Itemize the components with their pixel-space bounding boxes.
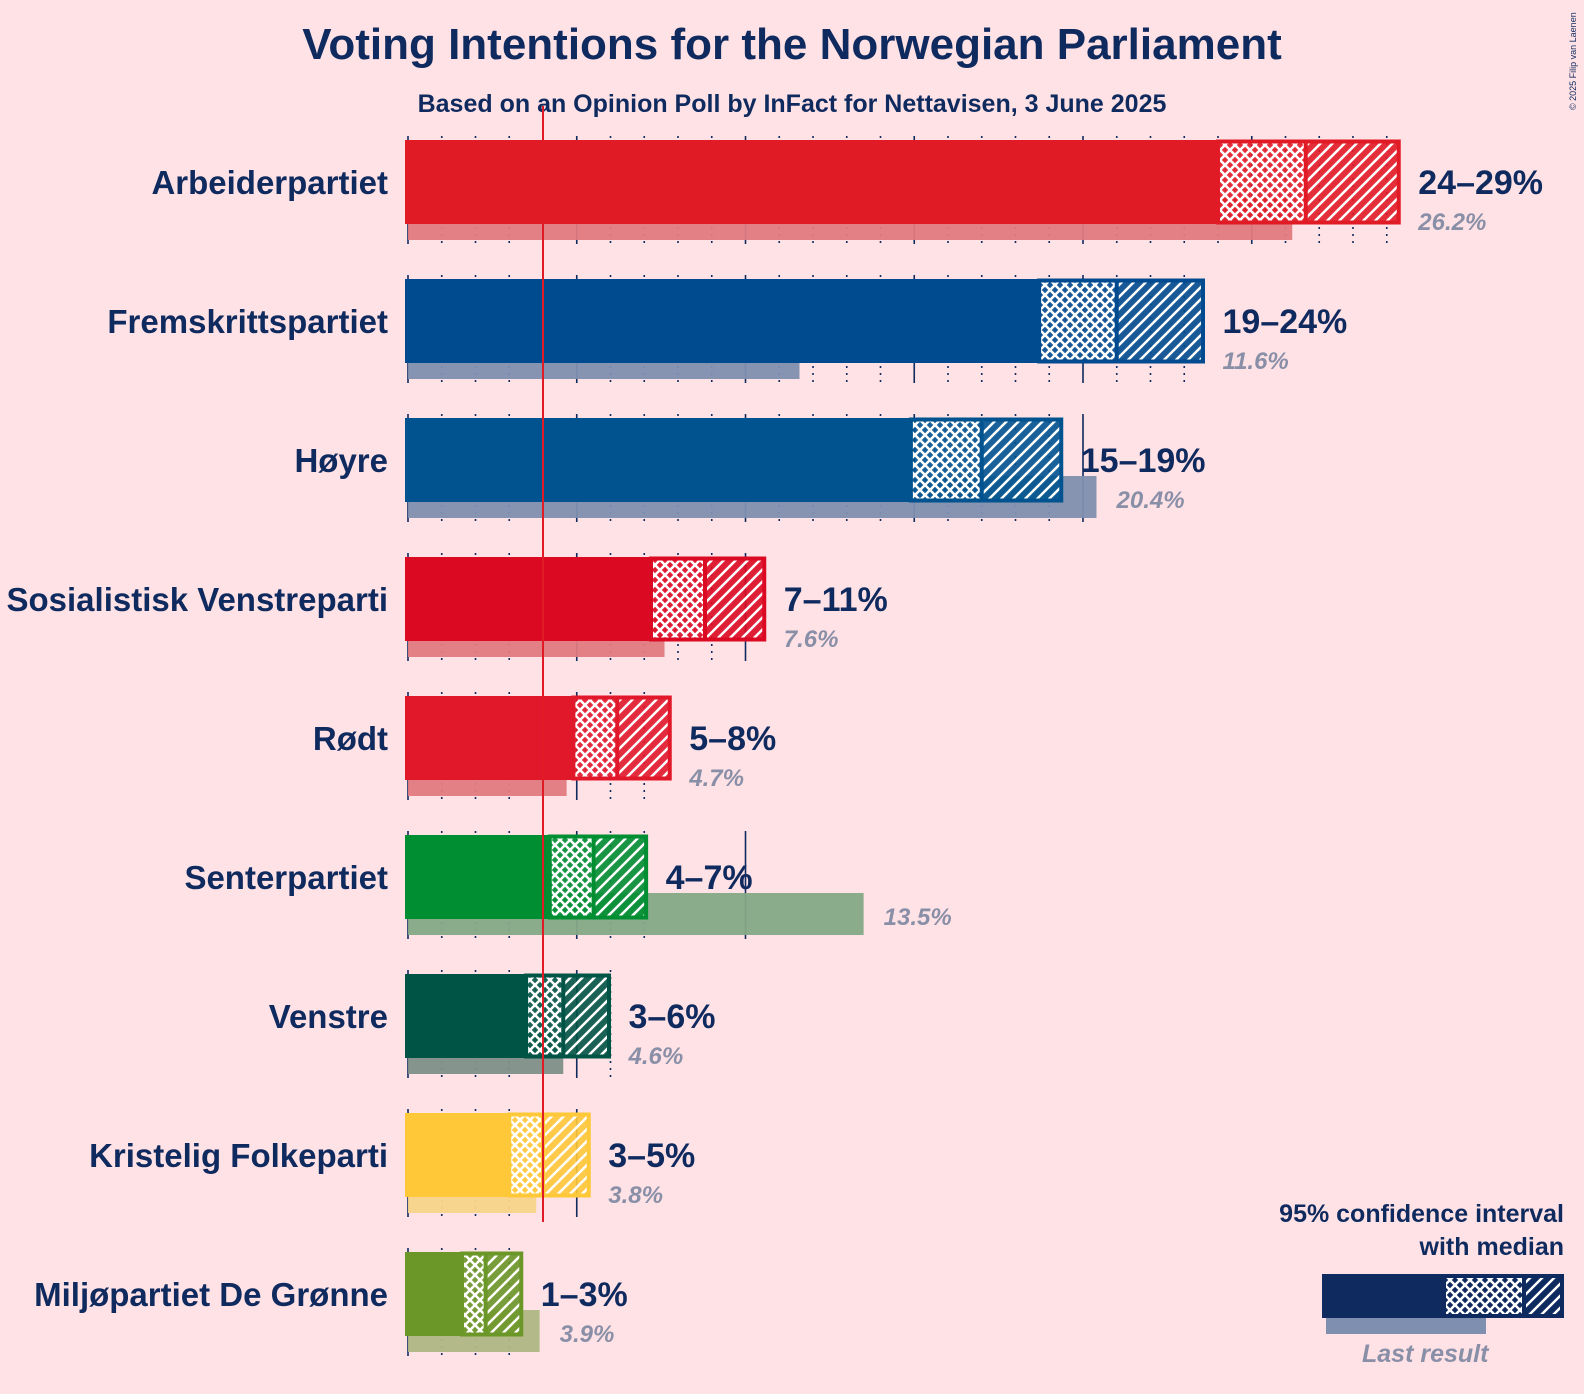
range-label: 4–7% <box>666 859 753 897</box>
range-label: 7–11% <box>784 581 888 619</box>
confidence-interval <box>908 417 1064 503</box>
ci-lower-hatch <box>549 835 594 919</box>
ci-outline <box>1216 139 1401 225</box>
range-label: 24–29% <box>1418 164 1543 202</box>
legend-title-line2: with median <box>1419 1233 1564 1261</box>
range-label: 3–6% <box>629 998 716 1036</box>
confidence-interval <box>571 695 672 781</box>
ci-lower-hatch <box>1039 279 1117 363</box>
ci-upper-hatch <box>593 835 648 919</box>
party-label: Miljøpartiet De Grønne <box>34 1276 388 1313</box>
bar-solid <box>405 140 1218 224</box>
party-label: Rødt <box>313 720 388 757</box>
party-label: Høyre <box>294 442 388 479</box>
ci-lower-hatch <box>651 557 705 641</box>
ci-upper-hatch <box>705 557 766 641</box>
ci-outline <box>908 417 1064 503</box>
bar-solid <box>405 696 574 780</box>
party-label: Venstre <box>269 998 388 1035</box>
ci-upper-hatch <box>485 1252 523 1336</box>
ci-upper-hatch <box>1305 140 1401 224</box>
ci-upper-hatch <box>563 974 611 1058</box>
ci-lower-hatch <box>526 974 564 1058</box>
ci-outline <box>649 556 767 642</box>
bar-solid <box>405 1252 462 1336</box>
legend-solid-swatch <box>1322 1274 1444 1318</box>
range-label: 15–19% <box>1081 442 1206 480</box>
ci-lower-hatch <box>910 418 982 502</box>
last-result-label: 13.5% <box>884 904 952 931</box>
ci-lower-hatch <box>1218 140 1306 224</box>
confidence-interval <box>649 556 767 642</box>
ci-upper-hatch <box>981 418 1063 502</box>
confidence-interval <box>507 1112 591 1198</box>
ci-outline <box>524 973 611 1059</box>
range-label: 5–8% <box>689 720 776 758</box>
last-result-label: 20.4% <box>1116 487 1185 514</box>
range-label: 19–24% <box>1223 303 1348 341</box>
ci-upper-hatch <box>543 1113 591 1197</box>
ci-outline <box>460 1251 524 1337</box>
bar-solid <box>405 1113 510 1197</box>
chart-title: Voting Intentions for the Norwegian Parl… <box>302 20 1282 69</box>
ci-upper-hatch <box>617 696 672 780</box>
legend-ci-outline <box>1442 1274 1564 1318</box>
confidence-interval <box>524 973 611 1059</box>
party-label: Arbeiderpartiet <box>151 164 388 201</box>
confidence-interval <box>1037 278 1205 364</box>
ci-outline <box>507 1112 591 1198</box>
ci-outline <box>547 834 649 920</box>
range-label: 1–3% <box>541 1276 628 1314</box>
ci-upper-hatch <box>1116 279 1205 363</box>
ci-outline <box>1037 278 1205 364</box>
legend-title-line1: 95% confidence interval <box>1279 1200 1564 1228</box>
legend-last-result-label: Last result <box>1362 1340 1489 1368</box>
party-label: Senterpartiet <box>184 859 388 896</box>
last-result-label: 7.6% <box>784 626 839 653</box>
bar-solid <box>405 835 550 919</box>
last-result-label: 11.6% <box>1223 348 1289 375</box>
last-result-label: 4.6% <box>628 1043 684 1070</box>
last-result-label: 26.2% <box>1417 209 1486 236</box>
ci-lower-hatch <box>462 1252 486 1336</box>
range-label: 3–5% <box>608 1137 695 1175</box>
bar-solid <box>405 974 527 1058</box>
bar-solid <box>405 557 651 641</box>
party-label: Fremskrittspartiet <box>107 303 388 340</box>
bar-solid <box>405 418 911 502</box>
legend-diag-swatch <box>1524 1274 1564 1318</box>
ci-lower-hatch <box>509 1113 543 1197</box>
confidence-interval <box>1216 139 1401 225</box>
last-result-label: 4.7% <box>688 765 744 792</box>
ci-lower-hatch <box>573 696 618 780</box>
confidence-interval <box>547 834 649 920</box>
party-label: Sosialistisk Venstreparti <box>6 581 388 618</box>
legend-title: 95% confidence interval with median <box>1279 1198 1564 1264</box>
last-result-label: 3.9% <box>560 1321 615 1348</box>
legend-cross-swatch <box>1444 1274 1524 1318</box>
ci-outline <box>571 695 672 781</box>
confidence-interval <box>460 1251 524 1337</box>
last-result-label: 3.8% <box>608 1182 663 1209</box>
bar-solid <box>405 279 1040 363</box>
party-label: Kristelig Folkeparti <box>89 1137 388 1174</box>
